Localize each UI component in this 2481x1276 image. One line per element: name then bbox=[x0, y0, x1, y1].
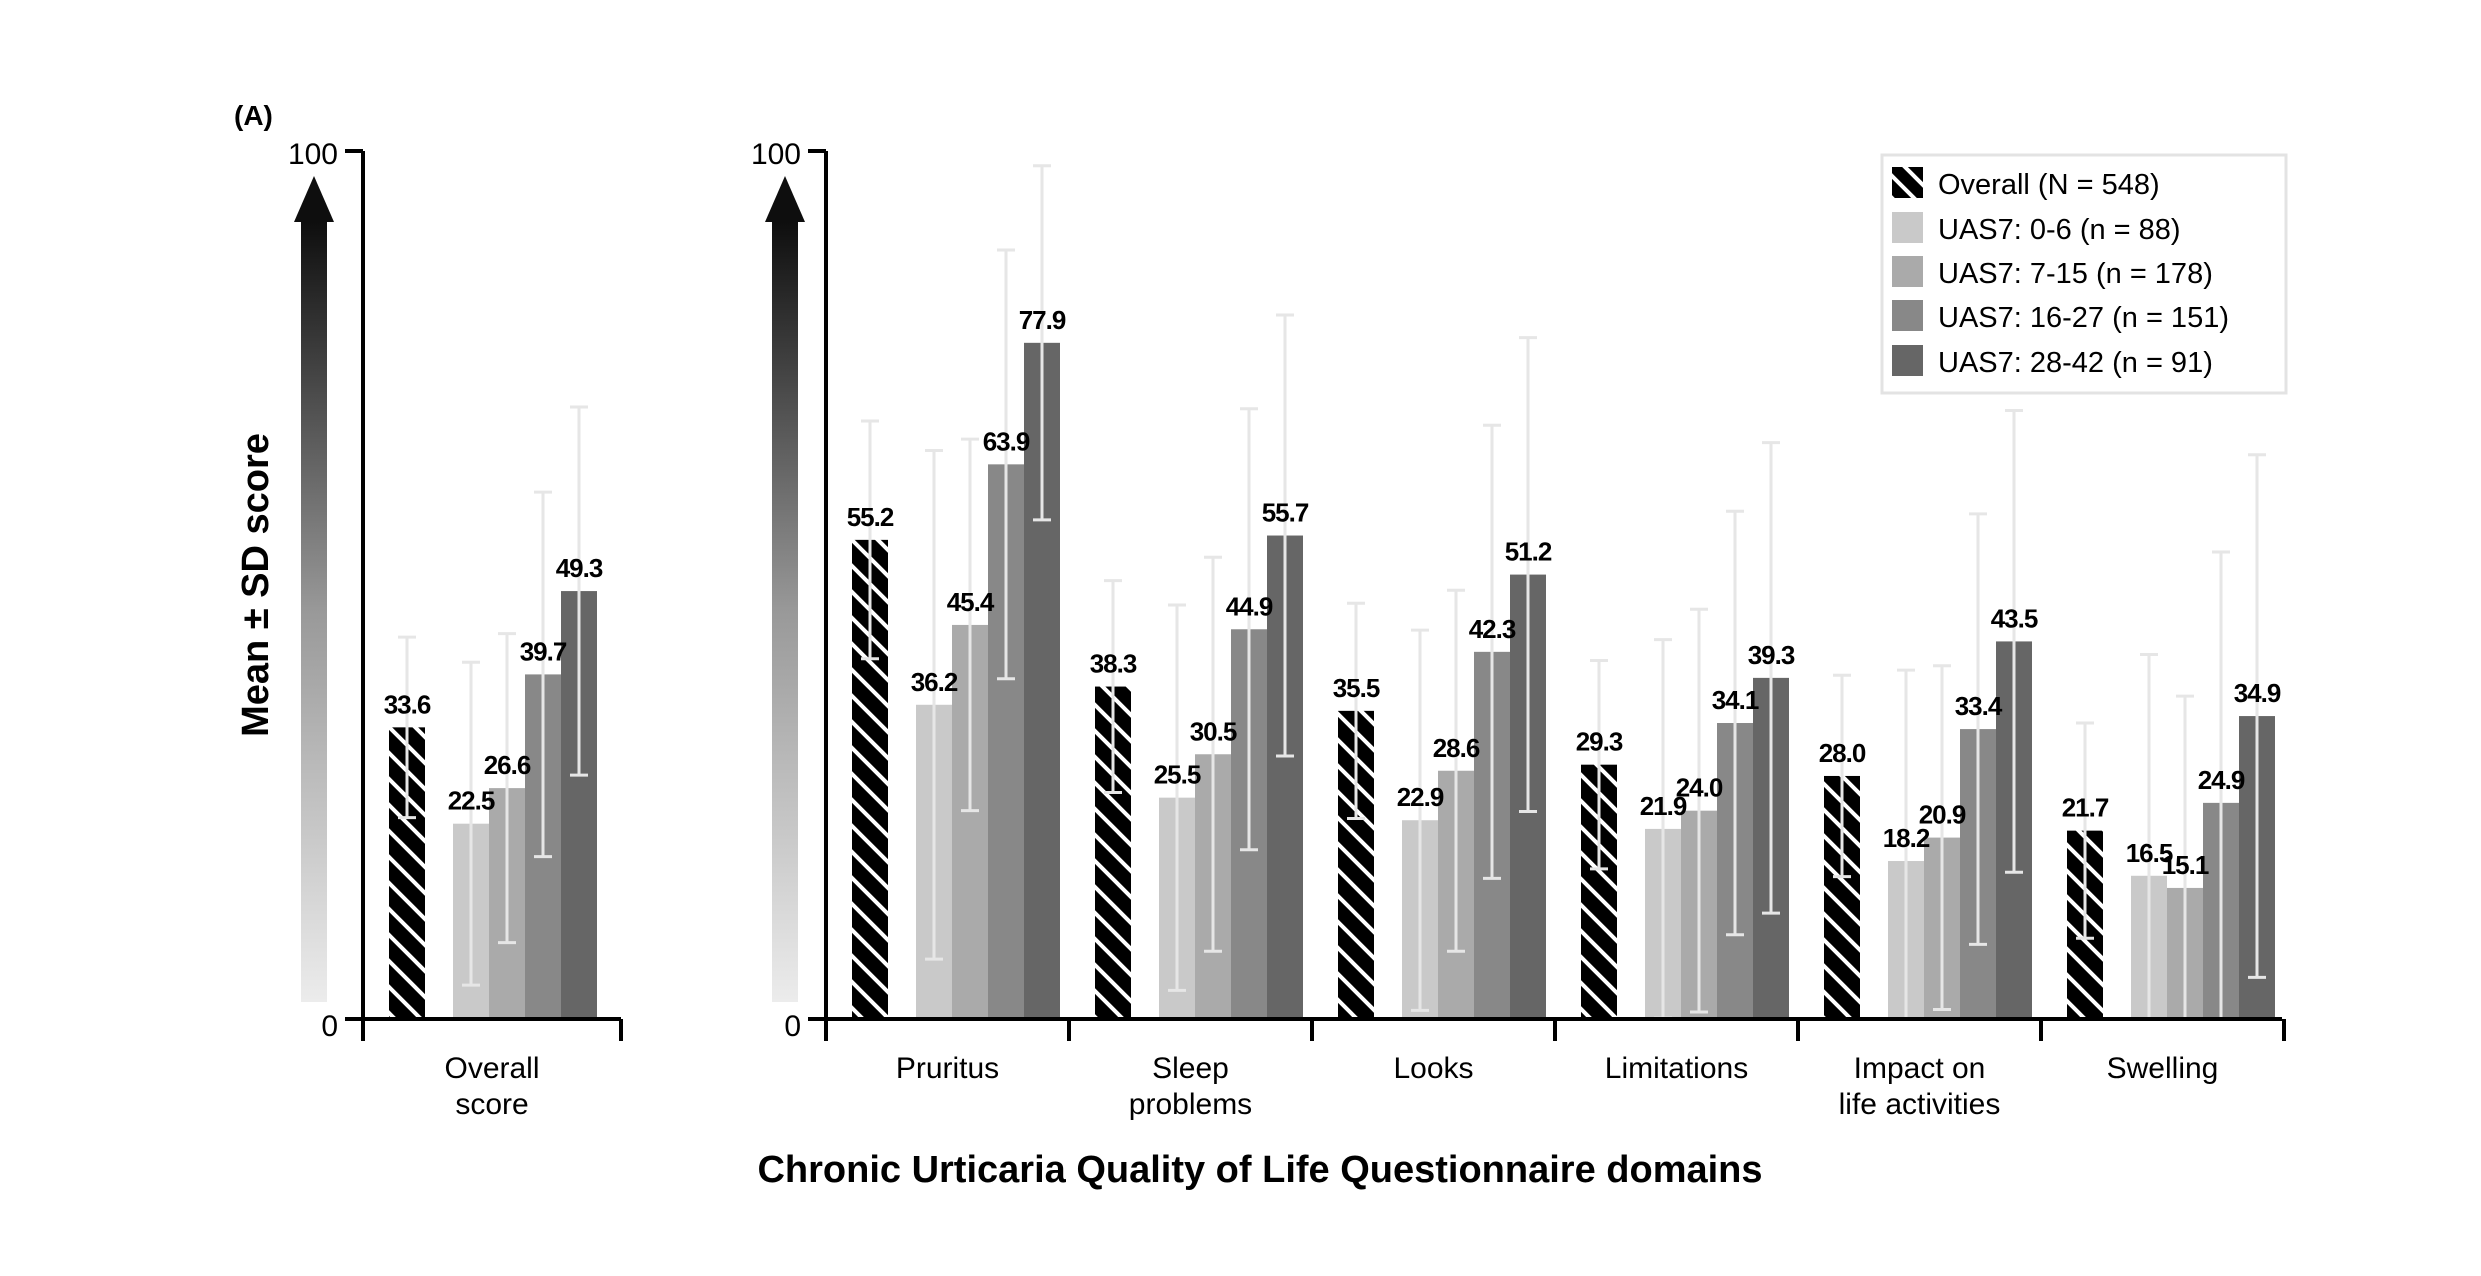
data-label: 28.0 bbox=[1819, 738, 1866, 768]
data-label: 39.7 bbox=[520, 636, 567, 666]
data-label: 55.7 bbox=[1262, 498, 1309, 528]
category-label: score bbox=[455, 1088, 528, 1121]
data-label: 44.9 bbox=[1226, 591, 1273, 621]
data-label: 63.9 bbox=[983, 426, 1030, 456]
data-label: 42.3 bbox=[1469, 614, 1516, 644]
legend-label: UAS7: 7-15 (n = 178) bbox=[1938, 258, 2213, 290]
legend-item: UAS7: 7-15 (n = 178) bbox=[1892, 256, 2213, 290]
legend-swatch-uas7-16-27 bbox=[1892, 300, 1923, 331]
left-gradient-arrow-icon bbox=[294, 176, 334, 1002]
data-label: 25.5 bbox=[1154, 760, 1201, 790]
legend-swatch-uas7-28-42 bbox=[1892, 345, 1923, 376]
legend-item: UAS7: 16-27 (n = 151) bbox=[1892, 300, 2229, 334]
data-label: 16.5 bbox=[2126, 838, 2173, 868]
data-label: 26.6 bbox=[484, 750, 531, 780]
data-label: 22.5 bbox=[448, 786, 495, 816]
data-label: 55.2 bbox=[847, 502, 894, 532]
data-label: 45.4 bbox=[947, 587, 995, 617]
legend-label: UAS7: 28-42 (n = 91) bbox=[1938, 347, 2213, 379]
legend-label: Overall (N = 548) bbox=[1938, 169, 2160, 201]
data-label: 18.2 bbox=[1883, 823, 1930, 853]
category-label: Overall bbox=[444, 1052, 539, 1085]
data-label: 34.9 bbox=[2234, 678, 2281, 708]
data-label: 29.3 bbox=[1576, 727, 1623, 757]
panel-label: (A) bbox=[234, 100, 273, 131]
legend-swatch-uas7-0-6 bbox=[1892, 212, 1923, 243]
data-label: 20.9 bbox=[1919, 800, 1966, 830]
data-label: 21.7 bbox=[2062, 793, 2109, 823]
data-label: 43.5 bbox=[1991, 603, 2038, 633]
data-label: 21.9 bbox=[1640, 791, 1687, 821]
right-ytick-100: 100 bbox=[751, 138, 801, 171]
legend-item: UAS7: 28-42 (n = 91) bbox=[1892, 345, 2213, 379]
y-axis-title: Mean ± SD score bbox=[235, 433, 277, 737]
data-label: 77.9 bbox=[1019, 305, 1066, 335]
legend-label: UAS7: 16-27 (n = 151) bbox=[1938, 302, 2229, 334]
data-label: 39.3 bbox=[1748, 640, 1795, 670]
bars-layer bbox=[389, 164, 2275, 1021]
legend-swatch-overall bbox=[1892, 167, 1923, 198]
legend-item: Overall (N = 548) bbox=[1892, 167, 2160, 201]
legend-label: UAS7: 0-6 (n = 88) bbox=[1938, 214, 2181, 246]
x-axis-title: Chronic Urticaria Quality of Life Questi… bbox=[757, 1149, 1762, 1191]
data-label: 35.5 bbox=[1333, 673, 1380, 703]
data-label: 36.2 bbox=[911, 667, 958, 697]
data-label: 51.2 bbox=[1505, 537, 1552, 567]
category-label: problems bbox=[1129, 1088, 1252, 1121]
category-label: Limitations bbox=[1605, 1052, 1748, 1085]
left-ytick-0: 0 bbox=[321, 1010, 338, 1043]
data-label: 15.1 bbox=[2162, 850, 2209, 880]
data-label: 24.9 bbox=[2198, 765, 2245, 795]
category-label: Pruritus bbox=[896, 1052, 999, 1085]
data-label: 33.6 bbox=[384, 689, 431, 719]
data-label: 38.3 bbox=[1090, 649, 1137, 679]
data-label: 33.4 bbox=[1955, 691, 2003, 721]
data-label: 24.0 bbox=[1676, 773, 1723, 803]
data-label: 49.3 bbox=[556, 553, 603, 583]
axes-layer bbox=[345, 149, 2286, 1041]
category-label: life activities bbox=[1839, 1088, 2001, 1121]
category-label: Impact on bbox=[1854, 1052, 1986, 1085]
right-gradient-arrow-icon bbox=[765, 176, 805, 1002]
category-label: Swelling bbox=[2107, 1052, 2219, 1085]
data-label: 34.1 bbox=[1712, 685, 1759, 715]
category-label: Sleep bbox=[1152, 1052, 1229, 1085]
legend: Overall (N = 548) UAS7: 0-6 (n = 88) UAS… bbox=[1880, 153, 2288, 395]
data-label: 22.9 bbox=[1397, 782, 1444, 812]
left-ytick-100: 100 bbox=[288, 138, 338, 171]
legend-swatch-uas7-7-15 bbox=[1892, 256, 1923, 287]
category-label: Looks bbox=[1393, 1052, 1473, 1085]
right-ytick-0: 0 bbox=[784, 1010, 801, 1043]
data-label: 28.6 bbox=[1433, 733, 1480, 763]
legend-box bbox=[1880, 153, 2288, 395]
legend-item: UAS7: 0-6 (n = 88) bbox=[1892, 212, 2181, 246]
data-label: 30.5 bbox=[1190, 716, 1237, 746]
